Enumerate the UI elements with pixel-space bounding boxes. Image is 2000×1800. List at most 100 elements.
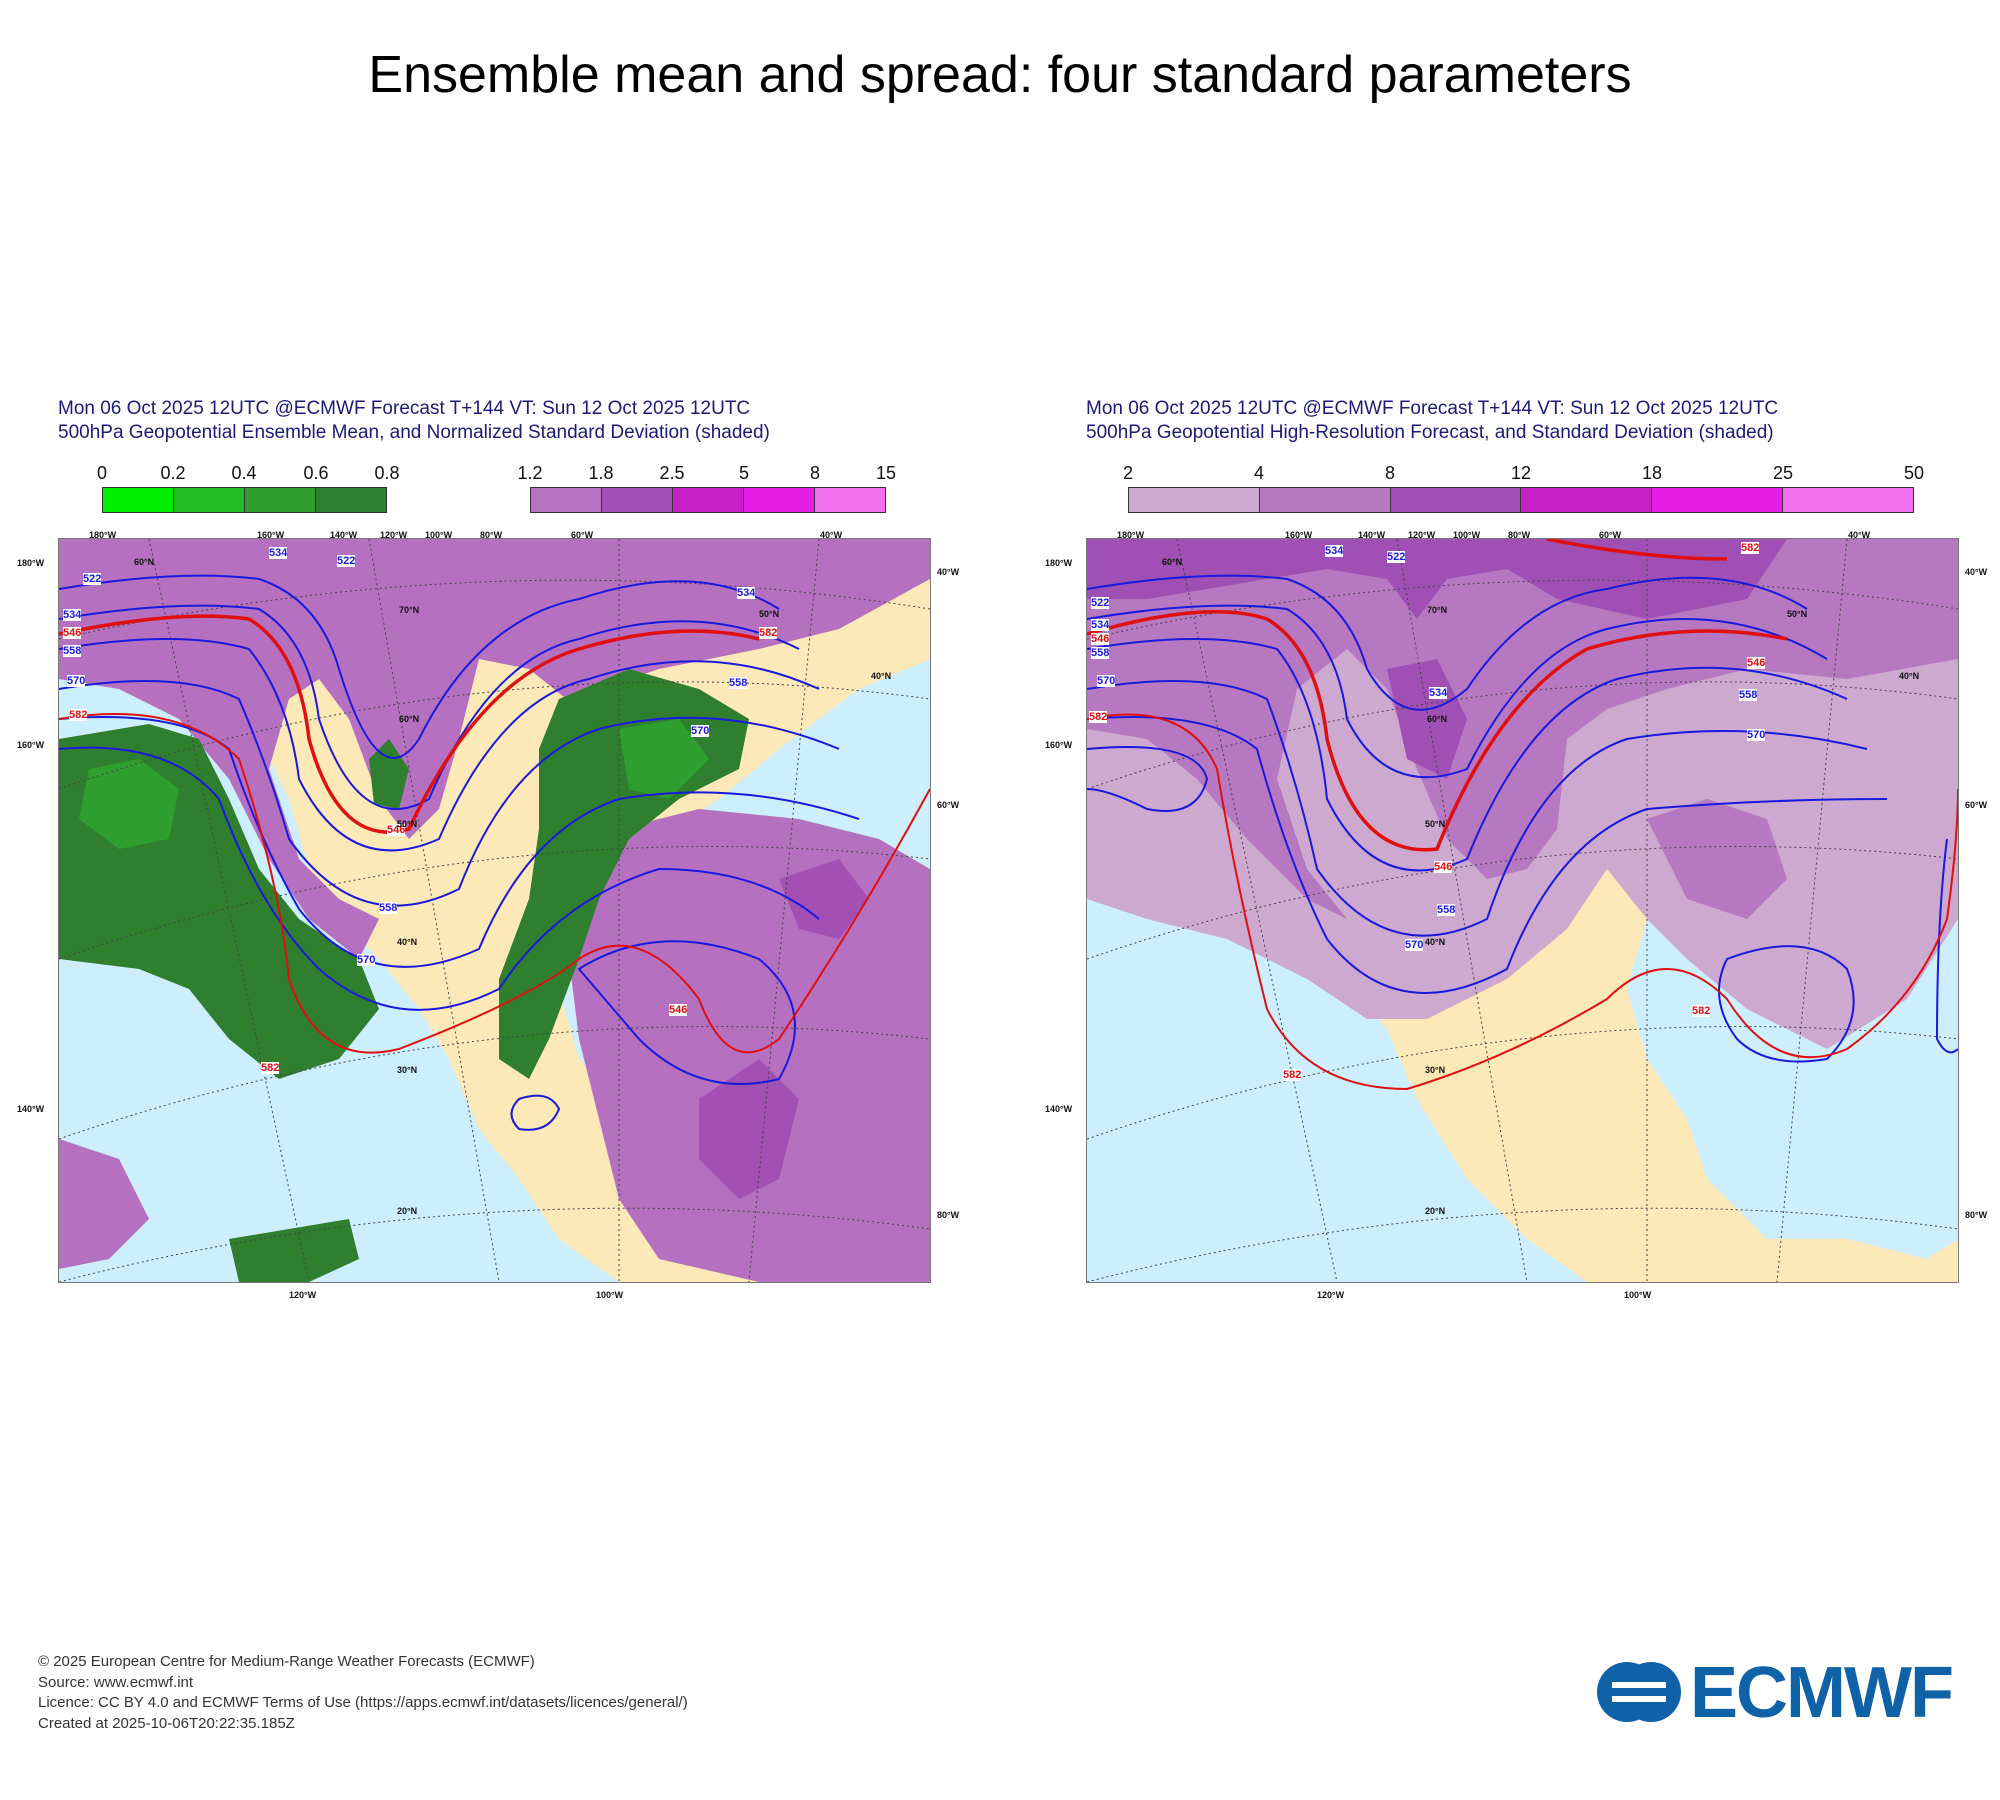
lat-label: 60°N <box>1427 714 1448 724</box>
lon-label: 100°W <box>596 1290 624 1300</box>
contour-label: 558 <box>1739 689 1758 701</box>
lon-label: 120°W <box>1408 530 1436 540</box>
lon-label: 60°W <box>937 800 960 810</box>
contour-label: 534 <box>1325 545 1344 557</box>
lat-label: 30°N <box>397 1065 418 1075</box>
lon-label: 40°W <box>1848 530 1871 540</box>
footer-licence: Licence: CC BY 4.0 and ECMWF Terms of Us… <box>38 1694 688 1711</box>
colorbar-purple-swatches <box>530 487 886 513</box>
swatch <box>1390 488 1522 512</box>
lat-label: 60°N <box>399 714 420 724</box>
contour-label: 582 <box>261 1062 280 1074</box>
lon-label: 160°W <box>257 530 285 540</box>
contour-label: 546 <box>63 627 82 639</box>
contour-label: 582 <box>1283 1069 1302 1081</box>
contour-label: 570 <box>357 954 376 966</box>
contour-label: 570 <box>691 725 710 737</box>
colorbar-label: 0.6 <box>303 463 329 483</box>
colorbar-label: 1.2 <box>517 463 543 483</box>
ecmwf-logo: ECMWF <box>1594 1653 1974 1736</box>
lon-label: 120°W <box>289 1290 317 1300</box>
lon-label: 120°W <box>380 530 408 540</box>
lon-label: 180°W <box>1045 558 1073 568</box>
contour-label: 570 <box>1747 729 1766 741</box>
lat-label: 50°N <box>1425 819 1446 829</box>
contour-label: 582 <box>1692 1005 1711 1017</box>
colorbar-green-swatches <box>102 487 387 513</box>
lon-label: 40°W <box>937 567 960 577</box>
lon-label: 140°W <box>1045 1104 1073 1114</box>
swatch <box>1783 488 1913 512</box>
swatch <box>815 488 885 512</box>
contour-label: 522 <box>1387 551 1406 563</box>
swatch <box>245 488 316 512</box>
contour-label: 546 <box>387 824 406 836</box>
ecmwf-logo-text: ECMWF <box>1690 1653 1954 1733</box>
swatch <box>316 488 386 512</box>
lon-label: 180°W <box>17 558 45 568</box>
lat-label: 40°N <box>397 937 418 947</box>
lon-label: 80°W <box>1508 530 1531 540</box>
lon-label: 100°W <box>1453 530 1481 540</box>
swatch <box>531 488 602 512</box>
colorbar-label: 0.2 <box>160 463 186 483</box>
contour-label: 534 <box>737 587 756 599</box>
lat-label: 60°N <box>1162 557 1183 567</box>
contour-label: 534 <box>269 547 288 559</box>
high-res-panel: Mon 06 Oct 2025 12UTC @ECMWF Forecast T+… <box>1045 390 1987 1350</box>
lon-label: 100°W <box>425 530 453 540</box>
lon-label: 60°W <box>1965 800 1988 810</box>
swatch <box>673 488 744 512</box>
colorbar-label: 50 <box>1903 463 1925 483</box>
panel-title-line1: Mon 06 Oct 2025 12UTC @ECMWF Forecast T+… <box>1086 398 1779 419</box>
contour-label: 522 <box>1091 597 1110 609</box>
lat-label: 30°N <box>1425 1065 1446 1075</box>
contour-label: 558 <box>1437 904 1456 916</box>
colorbar-label: 8 <box>1384 463 1396 483</box>
high-res-map[interactable]: 522 534 546 558 570 582 534 522 534 546 … <box>1086 537 1959 1283</box>
contour-label: 558 <box>379 902 398 914</box>
ensemble-mean-map[interactable]: 522 534 546 558 570 582 534 522 546 558 … <box>58 538 931 1283</box>
lon-label: 40°W <box>1965 567 1988 577</box>
colorbar-label: 2.5 <box>659 463 685 483</box>
colorbar-label: 12 <box>1510 463 1532 483</box>
lon-label: 60°W <box>1599 530 1622 540</box>
contour-label: 546 <box>1434 861 1453 873</box>
lon-label: 60°W <box>571 530 594 540</box>
lat-label: 40°N <box>1425 937 1446 947</box>
lat-label: 50°N <box>1787 609 1808 619</box>
swatch <box>602 488 673 512</box>
contour-label: 534 <box>1091 619 1110 631</box>
contour-label: 582 <box>1089 711 1108 723</box>
lon-label: 80°W <box>480 530 503 540</box>
lon-label: 80°W <box>1965 1210 1988 1220</box>
colorbar-label: 5 <box>738 463 750 483</box>
colorbar-label: 8 <box>809 463 821 483</box>
colorbar-label: 4 <box>1253 463 1265 483</box>
lat-label: 40°N <box>871 671 892 681</box>
swatch <box>1521 488 1653 512</box>
contour-label: 558 <box>1091 647 1110 659</box>
contour-label: 534 <box>1429 687 1448 699</box>
copyright-footer: © 2025 European Centre for Medium-Range … <box>38 1652 688 1734</box>
colorbar-label: 0.4 <box>231 463 257 483</box>
footer-copyright: © 2025 European Centre for Medium-Range … <box>38 1653 535 1670</box>
colorbar-label: 0 <box>96 463 108 483</box>
footer-created: Created at 2025-10-06T20:22:35.185Z <box>38 1714 295 1732</box>
colorbar-label: 18 <box>1641 463 1663 483</box>
panel-title-line2: 500hPa Geopotential High-Resolution Fore… <box>1086 422 1774 443</box>
swatch <box>174 488 245 512</box>
swatch <box>1259 488 1391 512</box>
contour-label: 570 <box>1405 939 1424 951</box>
lat-label: 60°N <box>134 557 155 567</box>
lat-label: 50°N <box>397 819 418 829</box>
lat-label: 20°N <box>397 1206 418 1216</box>
contour-label: 582 <box>1741 542 1760 554</box>
colorbar-label: 25 <box>1772 463 1794 483</box>
contour-label: 522 <box>337 555 356 567</box>
swatch <box>1652 488 1784 512</box>
lon-label: 180°W <box>89 530 117 540</box>
swatch <box>1129 488 1260 512</box>
contour-label: 582 <box>69 709 88 721</box>
lon-label: 160°W <box>1285 530 1313 540</box>
